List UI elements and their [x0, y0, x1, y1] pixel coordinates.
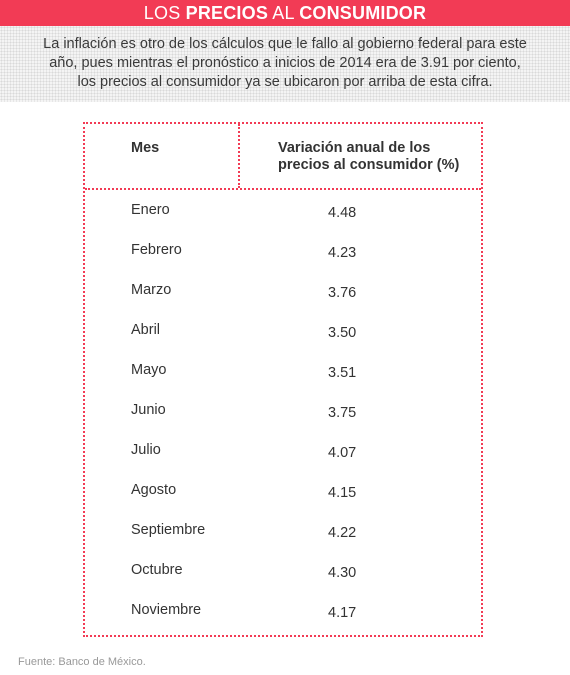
inflation-table: Mes Variación anual de los precios al co…: [83, 122, 483, 637]
intro-line-2: año, pues mientras el pronóstico a inici…: [49, 55, 521, 71]
table-row: Febrero 4.23: [85, 242, 481, 282]
header-column-divider: [238, 124, 240, 188]
cell-valor: 4.17: [328, 605, 357, 621]
column-header-variacion: Variación anual de los precios al consum…: [278, 140, 468, 174]
table-row: Octubre 4.30: [85, 562, 481, 602]
table-row: Enero 4.48: [85, 202, 481, 242]
cell-mes: Abril: [131, 322, 161, 338]
cell-valor: 4.07: [328, 445, 357, 461]
column-header-mes: Mes: [131, 140, 160, 156]
cell-valor: 3.76: [328, 285, 357, 301]
column-header-variacion-line-2: precios al consumidor (%): [278, 157, 460, 173]
table-row: Junio 3.75: [85, 402, 481, 442]
table-row: Abril 3.50: [85, 322, 481, 362]
page-title-banner: LOS PRECIOS AL CONSUMIDOR: [0, 0, 570, 26]
cell-mes: Mayo: [131, 362, 167, 378]
intro-paragraph: La inflación es otro de los cálculos que…: [0, 26, 570, 102]
cell-valor: 4.22: [328, 525, 357, 541]
cell-mes: Septiembre: [131, 522, 206, 538]
cell-valor: 4.23: [328, 245, 357, 261]
header-row-divider: [85, 188, 481, 190]
column-header-variacion-line-1: Variación anual de los: [278, 140, 431, 156]
table-row: Septiembre 4.22: [85, 522, 481, 562]
table-row: Mayo 3.51: [85, 362, 481, 402]
cell-valor: 3.75: [328, 405, 357, 421]
cell-valor: 3.51: [328, 365, 357, 381]
cell-mes: Febrero: [131, 242, 182, 258]
cell-valor: 4.48: [328, 205, 357, 221]
title-part-consumidor: CONSUMIDOR: [299, 3, 427, 23]
cell-valor: 3.50: [328, 325, 357, 341]
table-row: Noviembre 4.17: [85, 602, 481, 642]
table-row: Agosto 4.15: [85, 482, 481, 522]
table-row: Marzo 3.76: [85, 282, 481, 322]
title-part-al: AL: [268, 3, 300, 23]
cell-mes: Julio: [131, 442, 161, 458]
cell-valor: 4.15: [328, 485, 357, 501]
intro-line-1: La inflación es otro de los cálculos que…: [43, 36, 527, 52]
cell-mes: Noviembre: [131, 602, 202, 618]
table-body: Enero 4.48 Febrero 4.23 Marzo 3.76 Abril 3.5…: [85, 202, 481, 642]
cell-mes: Marzo: [131, 282, 172, 298]
cell-mes: Junio: [131, 402, 166, 418]
cell-mes: Octubre: [131, 562, 183, 578]
intro-line-3: los precios al consumidor ya se ubicaron…: [77, 74, 493, 90]
table-row: Julio 4.07: [85, 442, 481, 482]
cell-valor: 4.30: [328, 565, 357, 581]
title-part-precios: PRECIOS: [185, 3, 269, 23]
cell-mes: Enero: [131, 202, 170, 218]
source-note: Fuente: Banco de México.: [18, 656, 146, 668]
title-part-los: LOS: [143, 3, 186, 23]
cell-mes: Agosto: [131, 482, 177, 498]
